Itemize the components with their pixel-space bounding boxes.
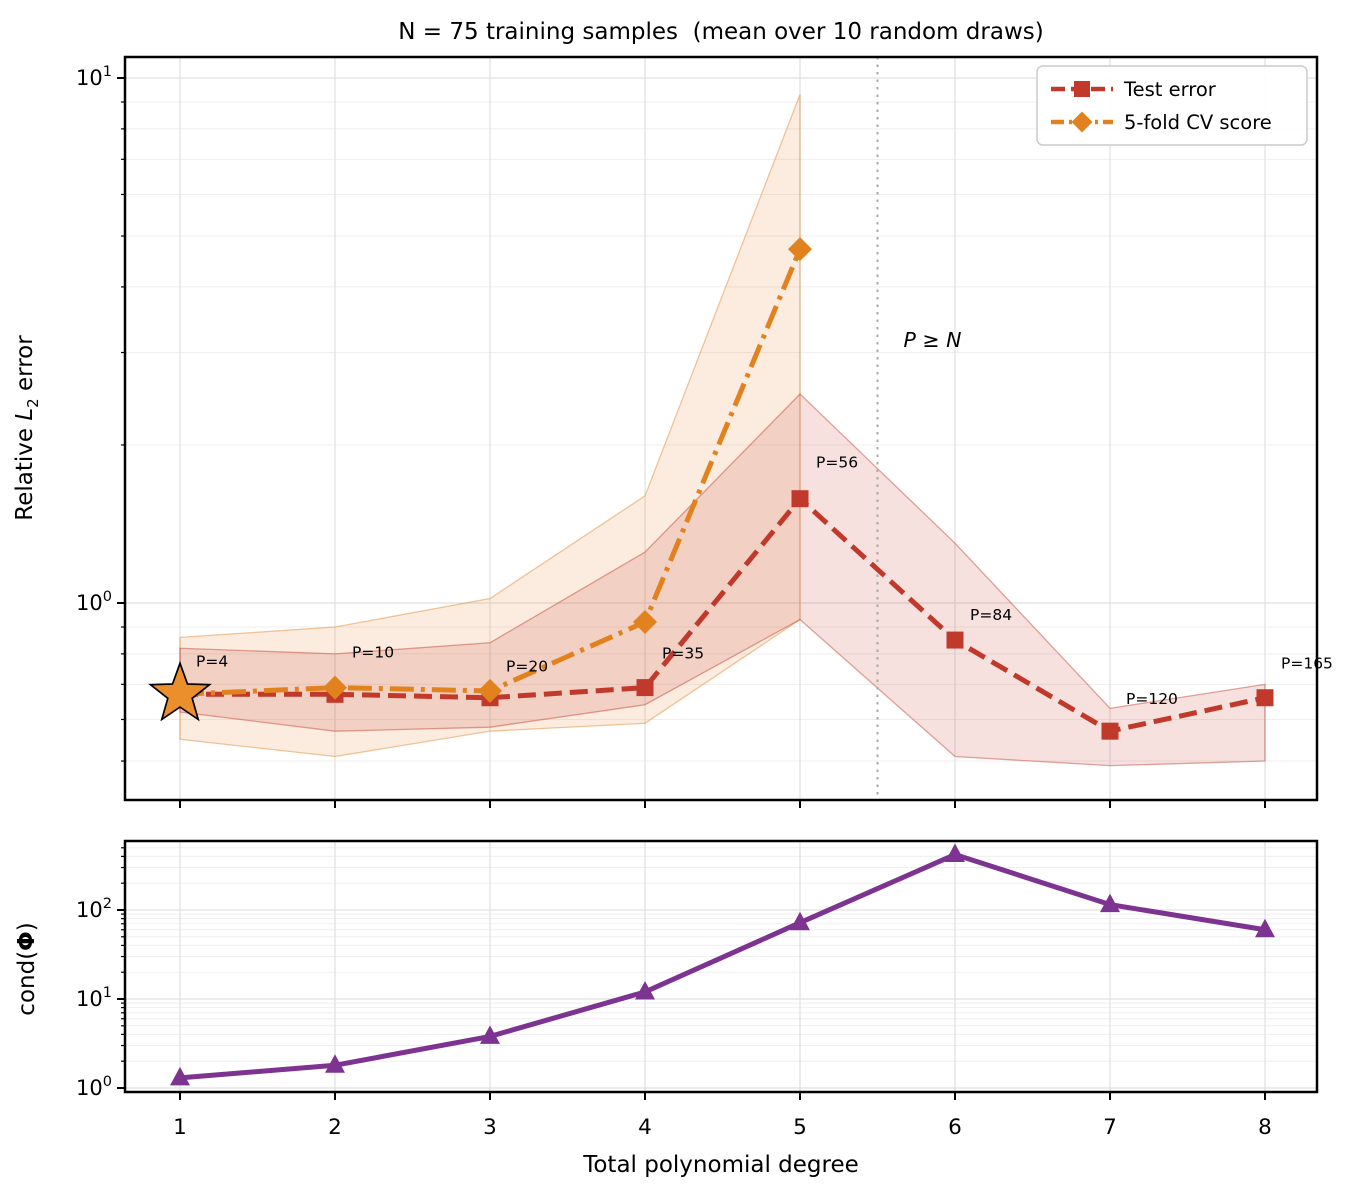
test-error-marker bbox=[636, 679, 654, 697]
cond-marker bbox=[170, 1066, 190, 1086]
x-axis-label: Total polynomial degree bbox=[582, 1152, 859, 1178]
bottom-plot-axes: 100 101 102 1 2 3 4 5 6 7 8 bbox=[76, 839, 1319, 1140]
y-tick-label: 102 bbox=[76, 896, 112, 922]
cond-marker bbox=[635, 980, 655, 1000]
cv-score-marker bbox=[323, 675, 347, 700]
p-annotation: P=35 bbox=[662, 645, 704, 663]
best-degree-star bbox=[148, 660, 212, 722]
y-tick-label: 101 bbox=[76, 64, 112, 90]
cv-score-marker bbox=[788, 237, 812, 262]
test-error-band bbox=[179, 393, 1266, 767]
legend-cv-label: 5-fold CV score bbox=[1124, 111, 1272, 134]
legend-box bbox=[1036, 65, 1308, 146]
x-tick-label: 2 bbox=[328, 1115, 342, 1140]
p-annotation: P=10 bbox=[352, 643, 394, 661]
x-tick-label: 6 bbox=[948, 1115, 962, 1140]
y-tick-label: 100 bbox=[76, 589, 112, 615]
legend: Test error 5-fold CV score bbox=[1036, 65, 1308, 146]
p-annotation: P=165 bbox=[1281, 655, 1333, 673]
cond-marker bbox=[480, 1025, 500, 1044]
p-annotation: P=20 bbox=[506, 658, 548, 676]
cv-score-band bbox=[179, 94, 801, 758]
top-plot-annotations: P=4 P=10 P=20 P=35 P=56 P=84 P=120 P=165 bbox=[196, 454, 1333, 708]
top-plot-series bbox=[148, 237, 1274, 740]
legend-test-label: Test error bbox=[1123, 78, 1217, 101]
x-tick-label: 3 bbox=[483, 1115, 497, 1140]
test-error-marker bbox=[946, 631, 964, 649]
y-tick-label: 100 bbox=[76, 1074, 112, 1100]
cv-score-marker bbox=[633, 610, 657, 635]
cond-marker bbox=[790, 911, 810, 931]
top-y-axis-label: Relative L2​ error bbox=[12, 335, 42, 521]
top-plot-axes: 100 101 bbox=[76, 55, 1319, 808]
legend-test-marker bbox=[1074, 81, 1090, 97]
p-annotation: P=4 bbox=[196, 652, 228, 670]
test-error-marker bbox=[1101, 722, 1119, 740]
chart-title: N = 75 training samples (mean over 10 ra… bbox=[398, 19, 1043, 45]
bottom-plot-series bbox=[170, 843, 1275, 1086]
bottom-plot-grid bbox=[125, 841, 1317, 1092]
x-tick-label: 1 bbox=[173, 1115, 187, 1140]
plot-spine bbox=[123, 839, 1319, 1094]
test-error-marker bbox=[791, 490, 809, 508]
legend-cv-marker bbox=[1071, 111, 1093, 133]
p-ge-n-label: P ≥ N bbox=[904, 328, 962, 352]
p-annotation: P=56 bbox=[816, 454, 858, 472]
x-tick-label: 8 bbox=[1258, 1115, 1272, 1140]
test-error-marker bbox=[1256, 689, 1274, 707]
bottom-y-axis-label: cond(Φ) bbox=[14, 922, 40, 1015]
cond-marker bbox=[945, 843, 965, 863]
x-tick-label: 7 bbox=[1103, 1115, 1117, 1140]
x-tick-label: 5 bbox=[793, 1115, 807, 1140]
cond-marker bbox=[1255, 918, 1275, 938]
p-annotation: P=120 bbox=[1126, 690, 1178, 708]
top-plot-bands bbox=[179, 94, 1266, 767]
y-tick-label: 101 bbox=[76, 985, 112, 1011]
cv-score-marker bbox=[478, 678, 502, 703]
cond-line bbox=[179, 851, 1266, 1081]
p-ge-n-marker-group: P ≥ N bbox=[876, 57, 962, 800]
cond-marker bbox=[325, 1054, 345, 1073]
top-plot-grid bbox=[125, 57, 1317, 800]
test-error-line bbox=[180, 495, 1266, 734]
p-annotation: P=84 bbox=[970, 606, 1012, 624]
x-tick-label: 4 bbox=[638, 1115, 652, 1140]
cond-marker bbox=[1100, 893, 1120, 913]
plot-spine bbox=[123, 55, 1319, 802]
